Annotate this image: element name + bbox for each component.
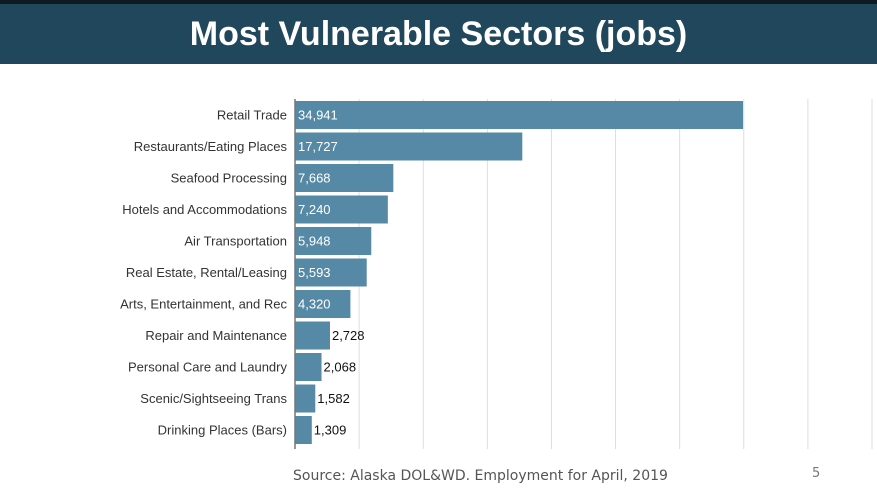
value-labels: 34,941 17,727 7,668 7,240 5,948 5,593 4,320 2,7… (298, 108, 365, 438)
value-label: 7,240 (298, 202, 331, 217)
category-label: Retail Trade (217, 108, 287, 123)
category-label: Arts, Entertainment, and Rec (120, 297, 287, 312)
value-label: 1,582 (317, 391, 350, 406)
bar (295, 416, 312, 444)
page-number: 5 (812, 466, 821, 481)
category-labels: Retail Trade Restaurants/Eating Places Sea… (120, 108, 287, 438)
bar (295, 353, 322, 381)
slide-title: Most Vulnerable Sectors (jobs) (189, 15, 688, 53)
bar (295, 101, 744, 129)
source-note: Source: Alaska DOL&WD. Employment for Ap… (293, 468, 668, 484)
category-label: Restaurants/Eating Places (134, 139, 288, 154)
value-label: 5,593 (298, 265, 331, 280)
value-label: 5,948 (298, 234, 331, 249)
value-label: 2,068 (324, 360, 357, 375)
category-label: Repair and Maintenance (145, 328, 287, 343)
bar (295, 290, 351, 318)
bar (295, 258, 367, 287)
category-label: Drinking Places (Bars) (158, 423, 287, 438)
bar (295, 321, 330, 350)
bar (295, 227, 372, 255)
category-label: Personal Care and Laundry (128, 360, 287, 375)
value-label: 1,309 (314, 423, 347, 438)
bar (295, 195, 388, 224)
category-label: Real Estate, Rental/Leasing (126, 265, 287, 280)
category-label: Scenic/Sightseeing Trans (140, 391, 287, 406)
category-label: Air Transportation (184, 234, 287, 249)
value-label: 4,320 (298, 297, 331, 312)
value-label: 17,727 (298, 139, 338, 154)
bar (295, 384, 316, 413)
category-label: Seafood Processing (171, 171, 287, 186)
value-label: 7,668 (298, 171, 331, 186)
value-label: 2,728 (332, 328, 365, 343)
value-label: 34,941 (298, 108, 338, 123)
bars (295, 101, 744, 444)
title-bar (0, 0, 877, 64)
category-label: Hotels and Accommodations (122, 202, 287, 217)
bar (295, 132, 523, 161)
bar (295, 164, 394, 192)
